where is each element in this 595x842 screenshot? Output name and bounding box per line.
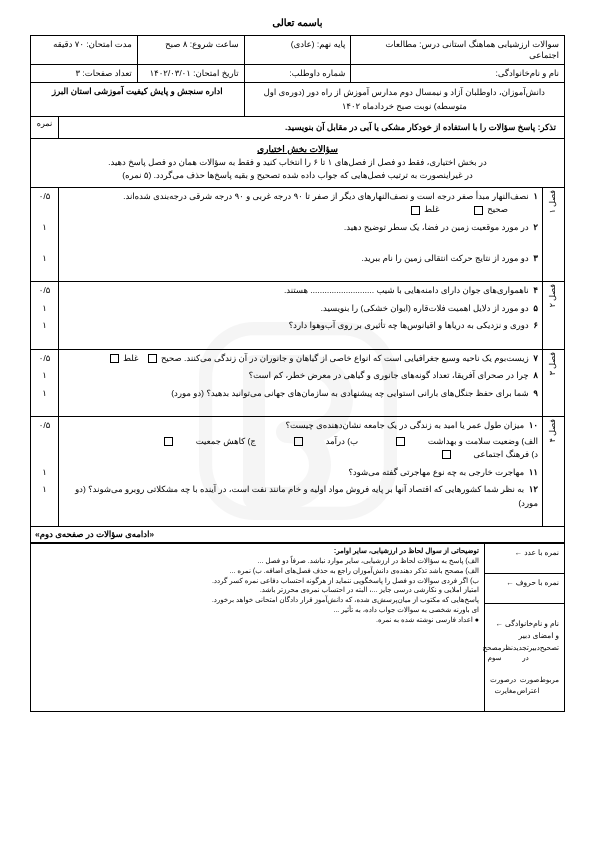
- hdr-name[interactable]: نام و نام‌خانوادگی:: [351, 65, 565, 83]
- hdr-pages: تعداد صفحات: ۳: [31, 65, 138, 83]
- q1: ۱ نصف‌النهار مبدأ صفر درجه است و نصف‌الن…: [59, 187, 543, 219]
- group4-label: فصل ۴: [547, 419, 560, 442]
- header-table: سوالات ارزشیابی هماهنگ استانی درس: مطالع…: [30, 35, 565, 117]
- q5-score: ۱: [31, 300, 59, 318]
- q1-false-checkbox[interactable]: [411, 206, 420, 215]
- group1-label: فصل ۱: [547, 190, 560, 213]
- score-letter-cell[interactable]: نمره با حروف ←: [485, 574, 565, 604]
- notice-row: تذکر: پاسخ سؤالات را با استفاده از خودکا…: [30, 117, 565, 139]
- q9: ۹ شما برای حفظ جنگل‌های بارانی استوایی چ…: [59, 385, 543, 416]
- q10-opt-a[interactable]: [396, 437, 405, 446]
- q7-score: ۰/۵: [31, 349, 59, 367]
- q8: ۸ چرا در صحرای آفریقا، تعداد گونه‌های جا…: [59, 367, 543, 385]
- teacher-sign-cell[interactable]: نام و نام‌خانوادگی ← و امضای دبیر تصحیحد…: [485, 604, 565, 712]
- bismillah-text: باسمه تعالی: [30, 18, 565, 29]
- q9-score: ۱: [31, 385, 59, 416]
- q12-score: ۱: [31, 481, 59, 526]
- q1-true-checkbox[interactable]: [474, 206, 483, 215]
- q6-score: ۱: [31, 317, 59, 348]
- section-title: سؤالات بخش اختیاری: [35, 141, 560, 156]
- q2: ۲ در مورد موقعیت زمین در فضا، یک سطر توض…: [59, 219, 543, 250]
- q1-score: ۰/۵: [31, 187, 59, 219]
- notice-text: تذکر: پاسخ سؤالات را با استفاده از خودکا…: [59, 117, 565, 139]
- hdr-grade: پایه نهم: (عادی): [244, 36, 351, 65]
- section-instruction: در بخش اختیاری، فقط دو فصل از فصل‌های ۱ …: [35, 156, 560, 185]
- questions-table: سؤالات بخش اختیاری در بخش اختیاری، فقط د…: [30, 139, 565, 543]
- score-header: نمره: [31, 117, 59, 139]
- footer-grading-box: نمره با عدد ← توضیحاتی از سوال لحاظ در ا…: [30, 543, 565, 712]
- grading-notes: توضیحاتی از سوال لحاظ در ارزشیابی، سایر …: [31, 544, 485, 712]
- q7: ۷ زیست‌بوم یک ناحیه وسیع جغرافیایی است ک…: [59, 349, 543, 367]
- q12: ۱۲ به نظر شما کشورهایی که اقتصاد آنها بر…: [59, 481, 543, 526]
- q2-score: ۱: [31, 219, 59, 250]
- q3: ۳ دو مورد از نتایج حرکت انتقالی زمین را …: [59, 250, 543, 281]
- q11-score: ۱: [31, 464, 59, 482]
- hdr-candidate-no[interactable]: شماره داوطلب:: [244, 65, 351, 83]
- q10: ۱۰ میزان طول عمر یا امید به زندگی در یک …: [59, 417, 543, 464]
- score-num-cell[interactable]: نمره با عدد ←: [485, 544, 565, 574]
- hdr-start: ساعت شروع: ۸ صبح: [137, 36, 244, 65]
- q10-opt-c[interactable]: [164, 437, 173, 446]
- q4: ۴ ناهمواری‌های جوان دارای دامنه‌هایی با …: [59, 282, 543, 300]
- q8-score: ۱: [31, 367, 59, 385]
- q10-opt-d[interactable]: [442, 450, 451, 459]
- q4-score: ۰/۵: [31, 282, 59, 300]
- q10-opt-b[interactable]: [294, 437, 303, 446]
- hdr-office: اداره سنجش و پایش کیفیت آموزشی استان الب…: [31, 83, 245, 117]
- group2-label: فصل ۲: [547, 284, 560, 307]
- q3-score: ۱: [31, 250, 59, 281]
- hdr-subject: سوالات ارزشیابی هماهنگ استانی درس: مطالع…: [351, 36, 565, 65]
- group3-label: فصل ۳: [547, 352, 560, 375]
- q10-score: ۰/۵: [31, 417, 59, 464]
- continue-note: «ادامه‌ی سؤالات در صفحه‌ی دوم»: [31, 527, 565, 543]
- q7-false-checkbox[interactable]: [110, 354, 119, 363]
- q6: ۶ دوری و نزدیکی به دریاها و اقیانوس‌ها چ…: [59, 317, 543, 348]
- q7-true-checkbox[interactable]: [148, 354, 157, 363]
- hdr-audience: دانش‌آموزان، داوطلبان آزاد و نیمسال دوم …: [244, 83, 564, 117]
- q5: ۵ دو مورد از دلایل اهمیت فلات‌قاره (ایوا…: [59, 300, 543, 318]
- hdr-date: تاریخ امتحان: ۱۴۰۲/۰۳/۰۱: [137, 65, 244, 83]
- hdr-duration: مدت امتحان: ۷۰ دقیقه: [31, 36, 138, 65]
- q11: ۱۱ مهاجرت خارجی به چه نوع مهاجرتی گفته م…: [59, 464, 543, 482]
